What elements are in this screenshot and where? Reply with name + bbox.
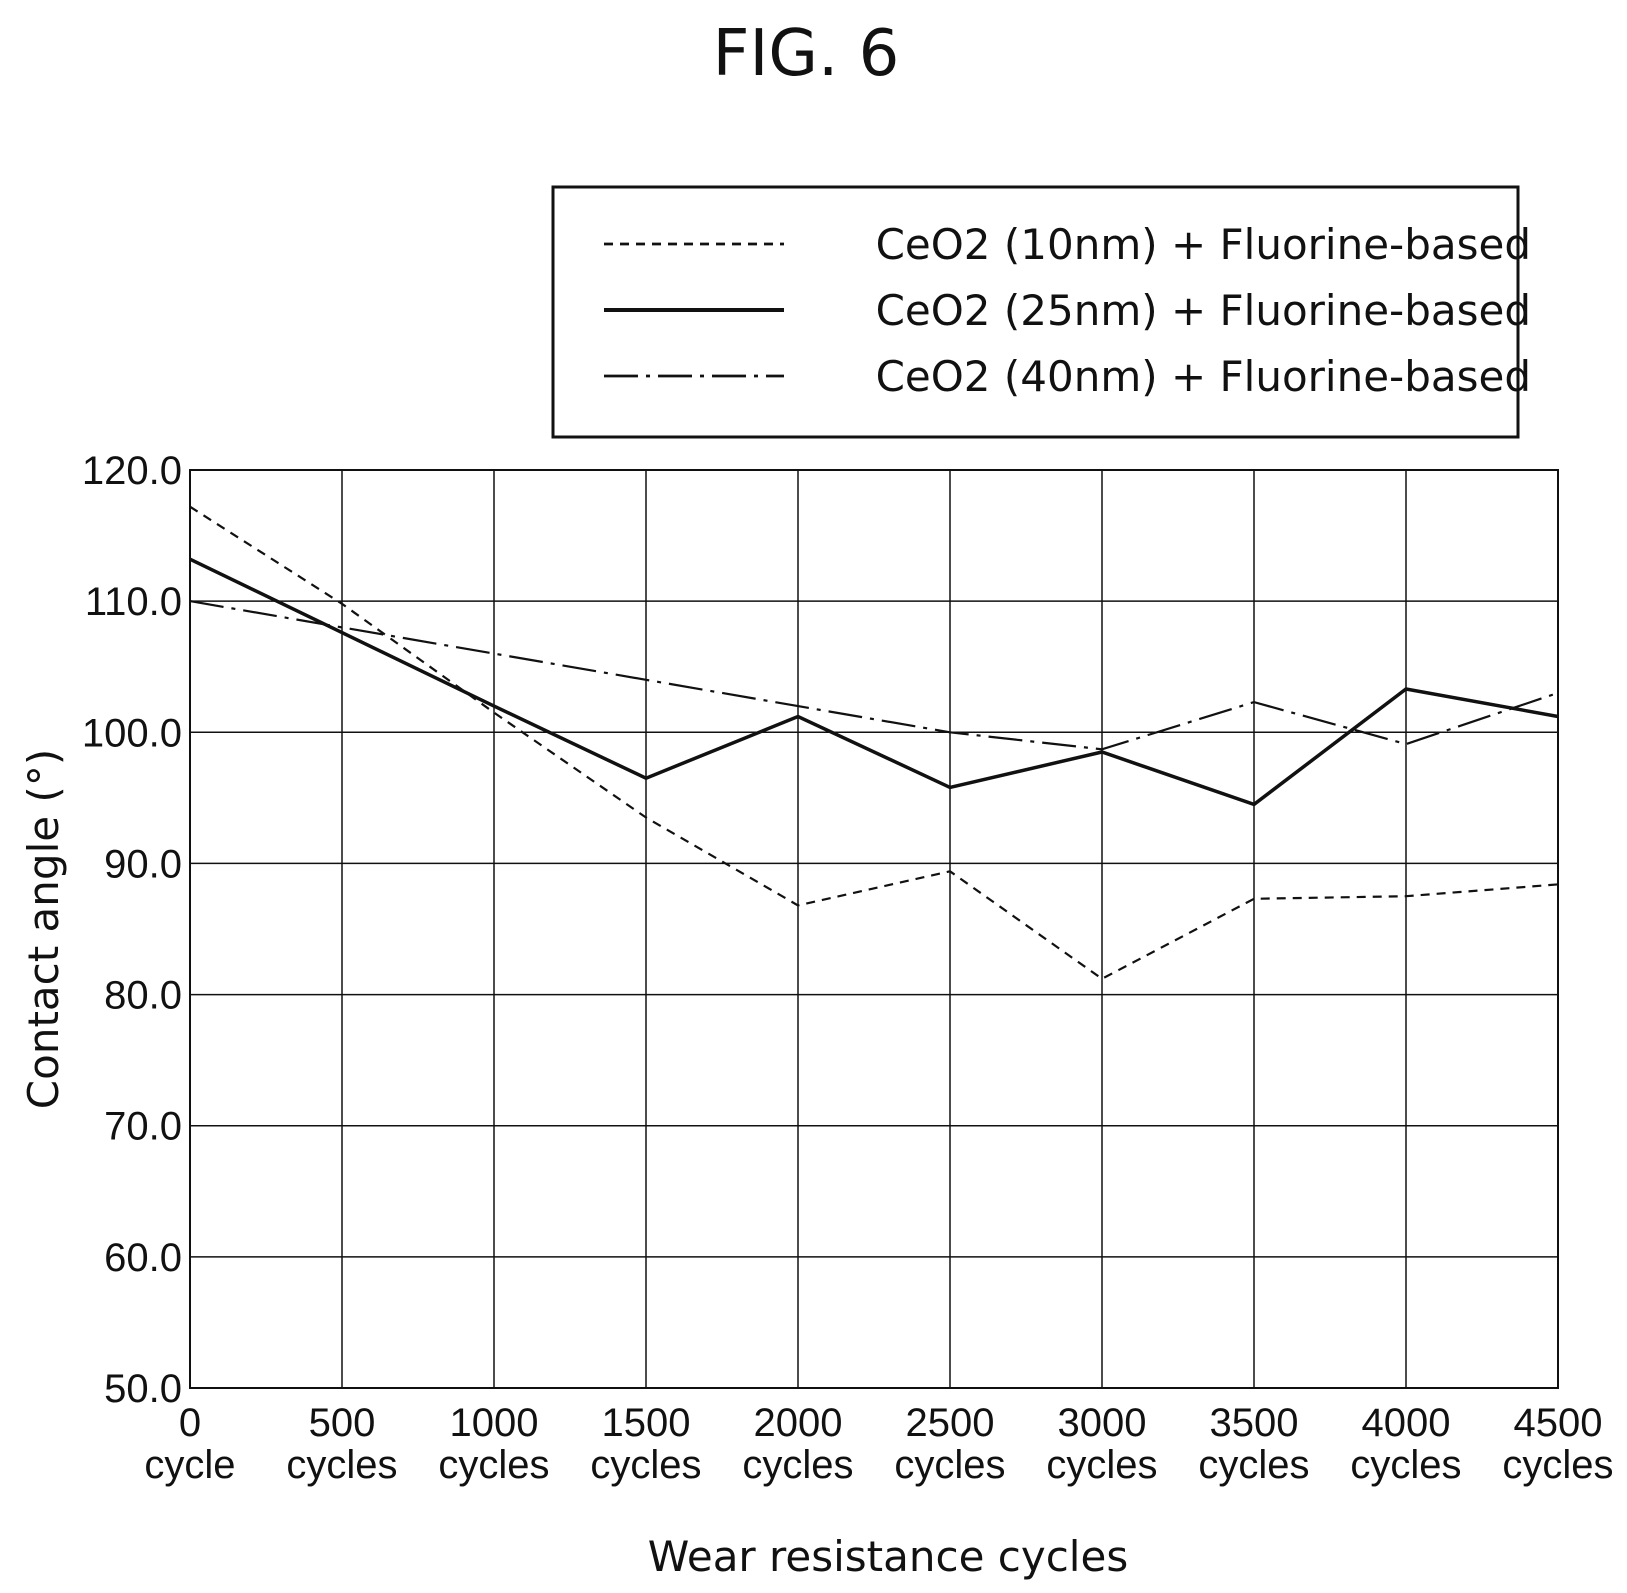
x-tick-label: 3000 cycles: [1046, 1401, 1157, 1487]
x-tick-label: 4500 cycles: [1502, 1401, 1613, 1487]
series-line-1: [189, 505, 1559, 981]
legend: CeO2 (10nm) + Fluorine-based CeO2 (25nm) …: [551, 185, 1531, 439]
figure-title: FIG. 6: [713, 17, 900, 91]
y-tick-label: 100.0: [82, 711, 182, 755]
x-tick-label: 1500 cycles: [590, 1401, 701, 1487]
x-tick-label: 1000 cycles: [438, 1401, 549, 1487]
y-tick-label: 110.0: [85, 580, 182, 624]
series-line-2: [189, 557, 1559, 807]
y-tick-label: 70.0: [104, 1105, 182, 1149]
legend-label-1: CeO2 (10nm) + Fluorine-based: [876, 220, 1531, 269]
grid: [189, 469, 1559, 1389]
y-tick-label: 50.0: [104, 1367, 182, 1411]
legend-label-3: CeO2 (40nm) + Fluorine-based: [876, 352, 1531, 401]
x-tick-label: 3500 cycles: [1198, 1401, 1309, 1487]
plot-area: 50.0 60.0 70.0 80.0 90.0 100.0 110.0 120.0 0 cyc…: [82, 449, 1614, 1487]
x-tick-label: 2000 cycles: [742, 1401, 853, 1487]
y-tick-label: 60.0: [104, 1236, 182, 1280]
y-tick-label: 90.0: [104, 842, 182, 886]
y-tick-label: 120.0: [82, 449, 182, 493]
x-tick-label: 2500 cycles: [894, 1401, 1005, 1487]
series-line-3: [189, 600, 1559, 751]
x-tick-label: 4000 cycles: [1350, 1401, 1461, 1487]
x-axis-ticks: 0 cycle 500 cycles 1000 cycles 1500 cycles 2000 c…: [144, 1401, 1613, 1487]
x-tick-label: 0 cycle: [144, 1401, 235, 1487]
y-axis-label: Contact angle (°): [19, 749, 68, 1109]
plot-frame: [189, 469, 1559, 1389]
x-axis-label: Wear resistance cycles: [648, 1532, 1128, 1581]
y-axis-ticks: 50.0 60.0 70.0 80.0 90.0 100.0 110.0 120.0: [82, 449, 182, 1411]
x-tick-label: 500 cycles: [286, 1401, 397, 1487]
y-tick-label: 80.0: [104, 974, 182, 1018]
legend-label-2: CeO2 (25nm) + Fluorine-based: [876, 286, 1531, 335]
